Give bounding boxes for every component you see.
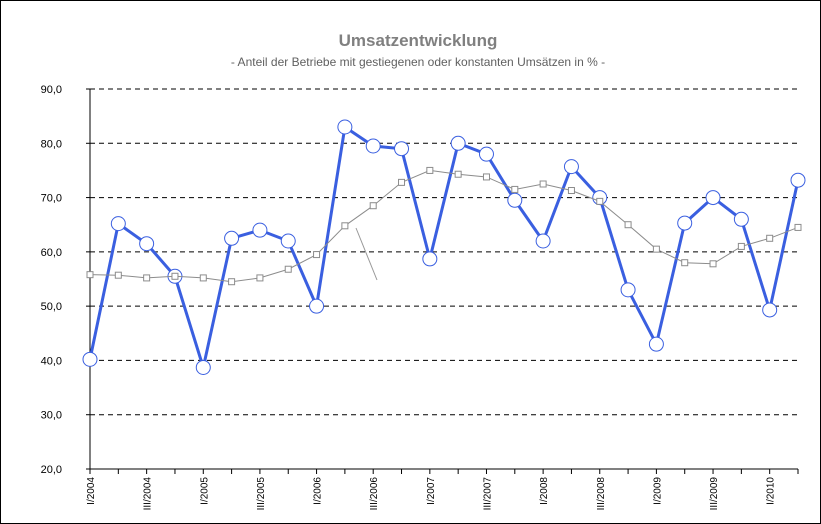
series-line (88, 124, 800, 374)
x-tick-label: I/2008 (539, 477, 550, 505)
point (369, 202, 377, 210)
point (624, 221, 632, 229)
point (394, 141, 410, 157)
point (737, 242, 745, 250)
y-tick-label: 20,0 (41, 464, 62, 476)
point (110, 216, 126, 232)
point (228, 278, 236, 286)
x-tick-label: III/2009 (709, 477, 720, 511)
point (482, 173, 490, 181)
annotation-line (355, 227, 378, 281)
point (195, 359, 211, 375)
point (705, 190, 721, 206)
point (648, 336, 664, 352)
point (199, 274, 207, 282)
point (171, 272, 179, 280)
point (535, 233, 551, 249)
y-tick-label: 80,0 (41, 138, 62, 150)
x-tick-label: III/2008 (596, 477, 607, 511)
point (567, 187, 575, 195)
point (309, 298, 325, 314)
point (86, 271, 94, 279)
x-tick-label: III/2007 (482, 477, 493, 511)
x-tick-label: I/2010 (766, 477, 777, 505)
y-tick-label: 40,0 (41, 355, 62, 367)
x-tick-label: I/2005 (199, 477, 210, 505)
chart-title: Umsatzentwicklung (339, 31, 498, 50)
point (620, 282, 636, 298)
y-tick-label: 60,0 (41, 247, 62, 259)
point (143, 274, 151, 282)
y-tick-label: 30,0 (41, 410, 62, 422)
x-tick-label: I/2006 (313, 477, 324, 505)
chart-subtitle: - Anteil der Betriebe mit gestiegenen od… (231, 55, 605, 69)
point (341, 222, 349, 230)
point (762, 302, 778, 318)
point (114, 271, 122, 279)
point (284, 265, 292, 273)
point (709, 260, 717, 268)
point (280, 233, 296, 249)
x-tick-label: I/2009 (652, 477, 663, 505)
point (224, 230, 240, 246)
point (256, 274, 264, 282)
point (677, 215, 693, 231)
point (511, 185, 519, 193)
x-tick-label: I/2007 (426, 477, 437, 505)
point (507, 192, 523, 208)
point (596, 197, 604, 205)
point (252, 222, 268, 238)
point (450, 135, 466, 151)
series-line (89, 169, 799, 283)
x-tick-label: III/2006 (369, 477, 380, 511)
point (794, 223, 802, 231)
point (139, 236, 155, 252)
x-tick-label: III/2005 (256, 477, 267, 511)
point (478, 146, 494, 162)
point (426, 166, 434, 174)
point (790, 172, 806, 188)
point (733, 211, 749, 227)
point (539, 180, 547, 188)
point (766, 234, 774, 242)
y-tick-label: 50,0 (41, 301, 62, 313)
point (563, 159, 579, 175)
point (652, 245, 660, 253)
point (82, 351, 98, 367)
x-tick-label: I/2004 (86, 477, 97, 505)
point (422, 251, 438, 267)
y-tick-label: 90,0 (41, 84, 62, 96)
point (398, 178, 406, 186)
point (454, 170, 462, 178)
point (365, 138, 381, 154)
point (681, 259, 689, 267)
x-tick-label: III/2004 (143, 477, 154, 511)
point (337, 119, 353, 135)
point (313, 251, 321, 259)
y-tick-label: 70,0 (41, 193, 62, 205)
